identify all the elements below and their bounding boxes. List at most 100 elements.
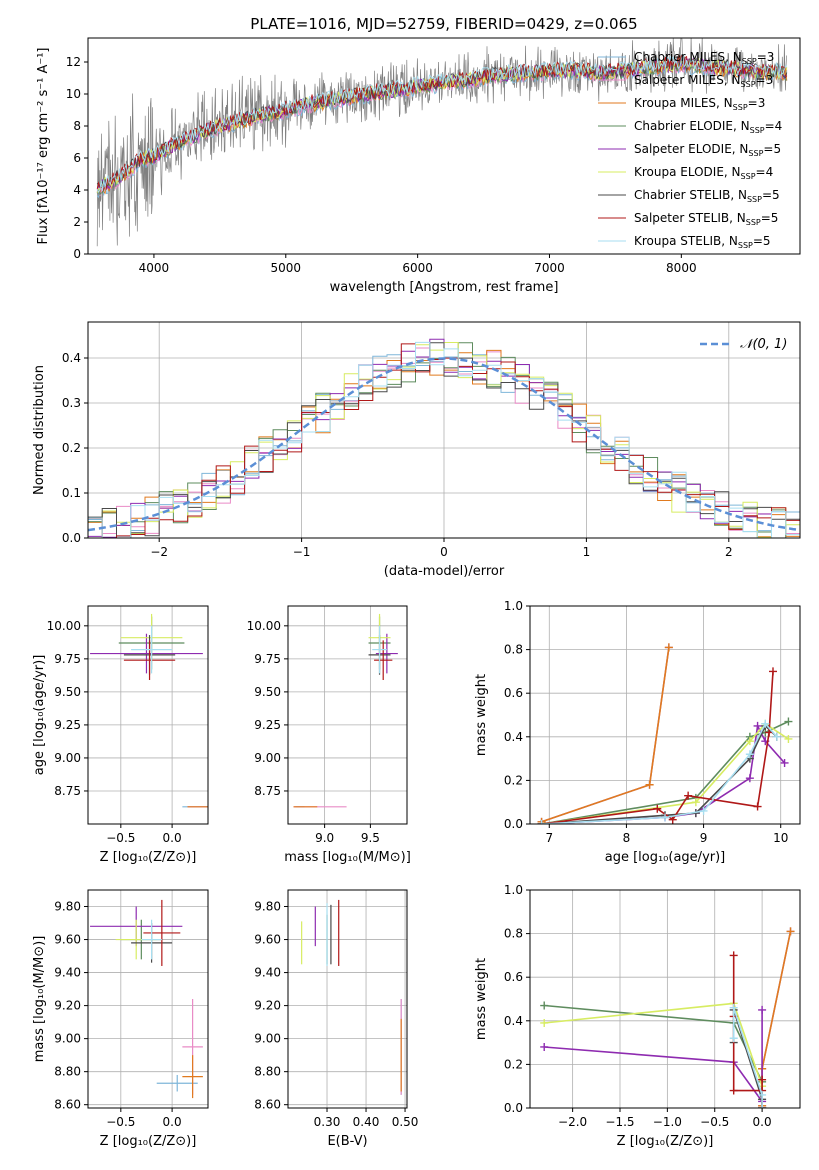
y-tick-label: 2 [73,215,81,229]
weight-marker-kroupa_elodie [691,798,700,807]
x-axis-label: mass [log₁₀(M/M⊙)] [284,850,411,865]
axes-frame [87,889,209,1109]
weight-marker-kroupa_miles [786,927,795,936]
panel-mass_vs_ebv: 0.30 0.40 0.50 8.60 8.80 9.00 9.20 9.40 9.60 9.80… [254,889,418,1149]
y-tick-label: 1.0 [504,883,523,897]
weight-marker-kroupa_stelib [761,719,770,728]
legend-label-salpeter_miles: Salpeter MILES, NSSP=3 [634,73,773,89]
weight-marker-kroupa_stelib [729,1003,738,1012]
y-tick-label: 9.80 [54,900,81,914]
plot-area-mass_vs_Z [90,899,203,1099]
x-tick-label: 5000 [271,261,302,275]
y-tick-label: 8.80 [254,1065,281,1079]
weight-marker-salpeter_stelib [753,802,762,811]
y-tick-label: 0.0 [504,817,523,831]
weight-marker-kroupa_stelib [758,1104,767,1108]
y-tick-label: 9.75 [254,652,281,666]
plot-area-age_vs_Z [90,613,208,808]
weight-line-kroupa_stelib [541,722,778,824]
axes-frame [87,37,801,255]
y-tick-label: 9.50 [254,685,281,699]
x-tick-label: 0.0 [753,1115,772,1129]
weight-marker-salpeter_elodie [745,774,754,783]
x-tick-label: 1 [583,545,591,559]
axes-frame [529,889,801,1109]
y-tick-label: 0.4 [504,1014,523,1028]
y-axis-label: mass weight [474,958,489,1040]
y-tick-label: 9.20 [54,999,81,1013]
y-axis-label: mass [log₁₀(M/M⊙)] [32,936,47,1063]
x-tick-label: −1 [293,545,311,559]
x-tick-label: 0.30 [314,1115,341,1129]
x-tick-label: 6000 [402,261,433,275]
weight-marker-salpeter_elodie [758,1005,767,1014]
spectrum-legend: Chabrier MILES, NSSP=3 Salpeter MILES, NS… [598,50,782,250]
weight-marker-salpeter_stelib [758,1075,767,1084]
y-tick-label: 8.75 [54,784,81,798]
y-tick-label: 9.60 [54,933,81,947]
y-tick-label: 9.40 [54,966,81,980]
panel-weight_vs_Z: −2.0 −1.5 −1.0 −0.5 0.0 0.0 0.2 0.4 0.6 0.8 1.0 Z [… [474,883,801,1149]
y-tick-label: 10.00 [247,619,281,633]
weight-marker-kroupa_elodie [540,1018,549,1027]
y-tick-label: 9.75 [54,652,81,666]
panel-residuals: −2 −1 0 1 2 0.0 0.1 0.2 0.3 0.4 (data-model)/error… [32,321,801,579]
plot-area-spectrum [96,38,788,247]
y-tick-label: 9.00 [54,751,81,765]
panel-age_vs_Z: −0.5 0.0 8.75 9.00 9.25 9.50 9.75 10.00 Z [log₁₀… [32,605,209,865]
y-axis-label: Normed distribution [32,365,47,495]
weight-marker-kroupa_miles [664,643,673,652]
y-tick-label: 8 [73,119,81,133]
y-tick-label: 9.00 [254,751,281,765]
y-tick-label: 0 [73,247,81,261]
y-tick-label: 10.00 [47,619,81,633]
panel-mass_vs_Z: −0.5 0.0 8.60 8.80 9.00 9.20 9.40 9.60 9.80 Z [lo… [32,889,209,1149]
y-tick-label: 0.2 [62,441,81,455]
y-axis-label: Flux [fλ10⁻¹⁷ erg cm⁻² s⁻¹ A⁻¹] [36,48,51,245]
y-tick-label: 0.2 [504,1057,523,1071]
weight-marker-salpeter_stelib [729,951,738,960]
weight-marker-chabrier_elodie [784,717,793,726]
x-tick-label: 9 [700,831,708,845]
histogram-kroupa_stelib [88,341,800,538]
y-tick-label: 8.80 [54,1065,81,1079]
weight-marker-kroupa_elodie [745,737,754,746]
y-tick-label: 9.25 [54,718,81,732]
y-tick-label: 0.8 [504,643,523,657]
x-tick-label: 0.0 [163,1115,182,1129]
x-axis-label: Z [log₁₀(Z/Z⊙)] [100,850,197,865]
axes-frame [87,605,209,825]
model-spectrum-kroupa_stelib [96,53,788,194]
x-tick-label: −0.5 [106,1115,135,1129]
plot-area-mass_vs_ebv [301,899,402,1095]
y-tick-label: 8.60 [54,1098,81,1112]
y-tick-label: 0.0 [62,531,81,545]
x-tick-label: −1.0 [653,1115,682,1129]
x-tick-label: 0.0 [163,831,182,845]
legend-label-chabrier_elodie: Chabrier ELODIE, NSSP=4 [634,119,782,135]
x-axis-label: (data-model)/error [384,564,505,579]
y-tick-label: 6 [73,151,81,165]
legend-label-salpeter_elodie: Salpeter ELODIE, NSSP=5 [634,142,781,158]
x-tick-label: 0 [440,545,448,559]
y-tick-label: 4 [73,183,81,197]
x-axis-label: Z [log₁₀(Z/Z⊙)] [617,1134,714,1149]
y-tick-label: 0.3 [62,396,81,410]
y-tick-label: 12 [66,55,81,69]
x-tick-label: 9.0 [315,831,334,845]
y-axis-label: age [log₁₀(age/yr)] [32,655,47,776]
y-tick-label: 0.1 [62,486,81,500]
panel-spectrum: 4000 5000 6000 7000 8000 0 2 4 6 8 10 12 wavelength … [36,37,801,295]
y-tick-label: 0.4 [62,351,81,365]
weight-marker-salpeter_stelib [769,667,777,676]
weight-marker-kroupa_stelib [699,806,708,815]
plot-area-weight_vs_age [537,643,793,824]
x-tick-label: 8000 [666,261,697,275]
y-tick-label: 0.6 [504,686,523,700]
weight-marker-kroupa_stelib [729,1034,738,1043]
x-tick-label: 7000 [534,261,565,275]
weight-marker-salpeter_stelib [729,1086,738,1095]
y-tick-label: 0.2 [504,773,523,787]
y-tick-label: 9.00 [54,1032,81,1046]
